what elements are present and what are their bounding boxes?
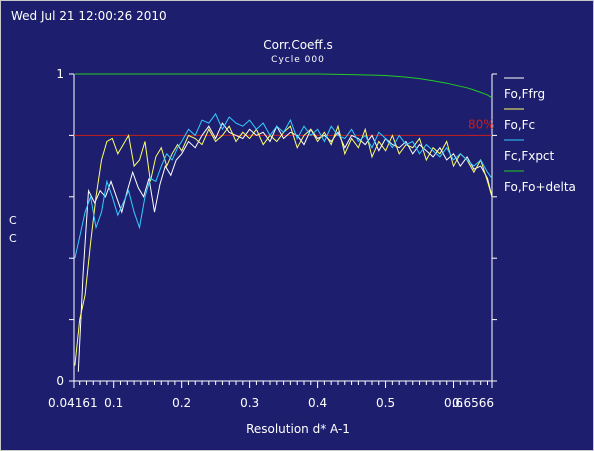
x-tick-label: 0.5 [376, 396, 395, 410]
x-tick-label: 0.4 [308, 396, 327, 410]
x-tick-label: 0.2 [172, 396, 191, 410]
legend-label: Fc,Fxpct [504, 149, 555, 163]
y-axis-label-part: C [9, 214, 17, 227]
chart-title: Corr.Coeff.s [263, 38, 333, 52]
y-tick-label: 0 [56, 374, 64, 388]
legend-label: Fo,Fc [504, 118, 535, 132]
y-tick-label: 1 [56, 67, 64, 81]
x-tick-label: 0.1 [104, 396, 123, 410]
x-tick-label: 0.6 [444, 396, 463, 410]
reference-line-label: 80% [468, 117, 495, 131]
series-line-Fo,Fo+delta [74, 73, 493, 99]
timestamp: Wed Jul 21 12:00:26 2010 [11, 9, 167, 23]
series-line-Fc,Fxpct [74, 112, 493, 259]
y-axis-label-part: C [9, 232, 17, 245]
chart-subtitle: Cycle 000 [271, 55, 325, 65]
legend-label: Fo,Ffrg [504, 87, 545, 101]
x-axis-label: Resolution d* A-1 [246, 422, 350, 436]
series-line-Fo,Ffrg [77, 122, 493, 372]
series-line-Fo,Fc [74, 124, 493, 366]
x-tick-label: 0.04161 [48, 396, 98, 410]
legend-label: Fo,Fo+delta [504, 180, 576, 194]
x-tick-label: 0.3 [240, 396, 259, 410]
x-tick-label: 0.6566 [452, 396, 494, 410]
